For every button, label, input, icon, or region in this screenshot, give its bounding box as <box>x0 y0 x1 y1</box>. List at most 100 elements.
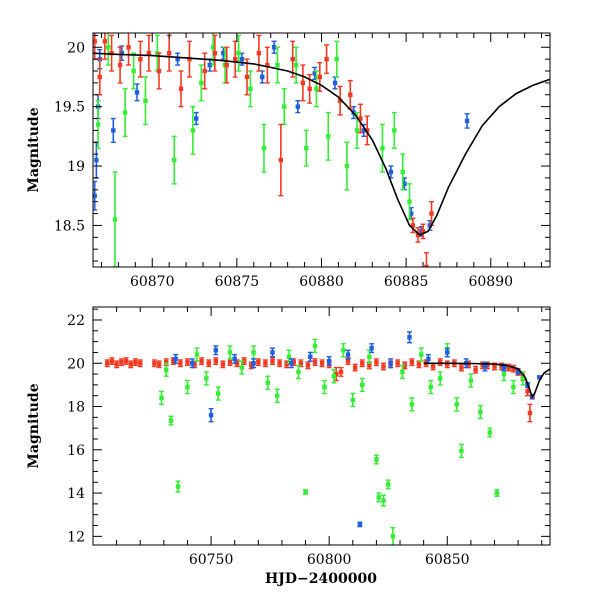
data-point <box>248 86 253 92</box>
data-point <box>284 362 289 367</box>
data-point <box>331 374 337 379</box>
data-point <box>178 361 183 366</box>
data-point <box>400 369 405 375</box>
data-point <box>277 361 282 366</box>
data-point <box>93 39 97 44</box>
data-point <box>337 98 343 103</box>
data-point <box>123 358 129 364</box>
data-point <box>164 359 169 365</box>
data-point <box>312 359 318 365</box>
data-point <box>326 134 331 139</box>
x-tick-label: 60890 <box>468 274 513 290</box>
data-point <box>407 199 412 204</box>
bottom-panel: 60750 60800 60850 12 14 16 18 20 22 Magnitude HJ… <box>26 306 551 587</box>
data-point <box>122 110 128 115</box>
data-point <box>520 376 526 381</box>
x-tick-label: 60875 <box>215 274 260 290</box>
data-point <box>482 364 488 369</box>
top-panel: 60870 60875 60880 60885 60890 18.5 19 19.5 20 Ma… <box>26 32 551 290</box>
x-tick-label: 60885 <box>384 274 429 290</box>
data-point <box>494 490 500 496</box>
data-point <box>459 365 464 370</box>
data-point <box>402 181 407 187</box>
x-tick-label: 60870 <box>130 274 175 290</box>
data-point <box>369 345 374 351</box>
data-point <box>192 362 197 367</box>
data-point <box>94 157 99 163</box>
data-point <box>295 104 301 109</box>
data-point <box>134 90 140 95</box>
data-point <box>345 352 351 357</box>
data-point <box>410 223 416 228</box>
data-point <box>352 365 358 370</box>
data-point <box>390 534 396 539</box>
data-point <box>360 361 365 366</box>
data-point <box>466 362 471 367</box>
data-point <box>282 104 287 109</box>
data-point <box>300 80 306 86</box>
top-plot-frame <box>92 32 551 268</box>
data-point <box>119 50 124 56</box>
data-point <box>480 363 485 368</box>
data-point <box>305 363 311 368</box>
data-point <box>270 350 275 355</box>
data-point <box>332 80 338 86</box>
data-point <box>204 376 209 381</box>
data-point <box>289 361 294 366</box>
data-point <box>102 39 108 44</box>
data-point <box>208 412 214 418</box>
data-point <box>326 358 332 364</box>
data-point <box>178 86 184 92</box>
y-tick-label: 14 <box>67 486 85 502</box>
data-point <box>168 418 174 423</box>
data-point <box>511 384 516 390</box>
data-point <box>511 366 516 371</box>
data-point <box>380 146 385 151</box>
data-point <box>409 211 414 216</box>
data-point <box>354 128 360 133</box>
data-point <box>501 365 507 370</box>
y-tick-label: 16 <box>67 443 85 459</box>
data-point <box>261 146 267 151</box>
data-point <box>271 45 277 50</box>
data-point <box>499 364 504 369</box>
data-point <box>194 352 200 357</box>
data-point <box>109 50 114 56</box>
data-point <box>270 358 275 364</box>
data-point <box>424 264 429 267</box>
x-tick-label: 60880 <box>299 274 344 290</box>
data-point <box>367 354 372 359</box>
data-point <box>210 45 216 50</box>
data-point <box>426 356 431 362</box>
series-blue <box>173 331 542 528</box>
data-point <box>312 71 317 76</box>
data-point <box>392 128 397 133</box>
data-point <box>152 361 157 366</box>
data-point <box>388 169 394 175</box>
data-point <box>189 361 195 366</box>
data-point <box>251 350 256 355</box>
data-point <box>527 410 533 416</box>
series-green <box>158 338 526 545</box>
data-point <box>286 354 292 359</box>
data-point <box>159 395 164 401</box>
data-point <box>506 365 511 370</box>
data-point <box>175 484 181 489</box>
data-point <box>249 363 254 368</box>
data-point <box>275 62 280 68</box>
series-green <box>95 33 413 267</box>
x-tick-label: 60750 <box>189 552 234 568</box>
data-point <box>278 157 284 163</box>
data-point <box>319 361 325 366</box>
data-point <box>256 359 261 365</box>
data-point <box>386 482 391 487</box>
data-point <box>131 68 136 74</box>
data-point <box>95 122 101 127</box>
data-point <box>341 348 346 353</box>
data-point <box>350 397 355 403</box>
data-point <box>119 359 124 365</box>
data-point <box>185 359 190 365</box>
data-point <box>345 358 351 364</box>
data-point <box>376 495 381 500</box>
